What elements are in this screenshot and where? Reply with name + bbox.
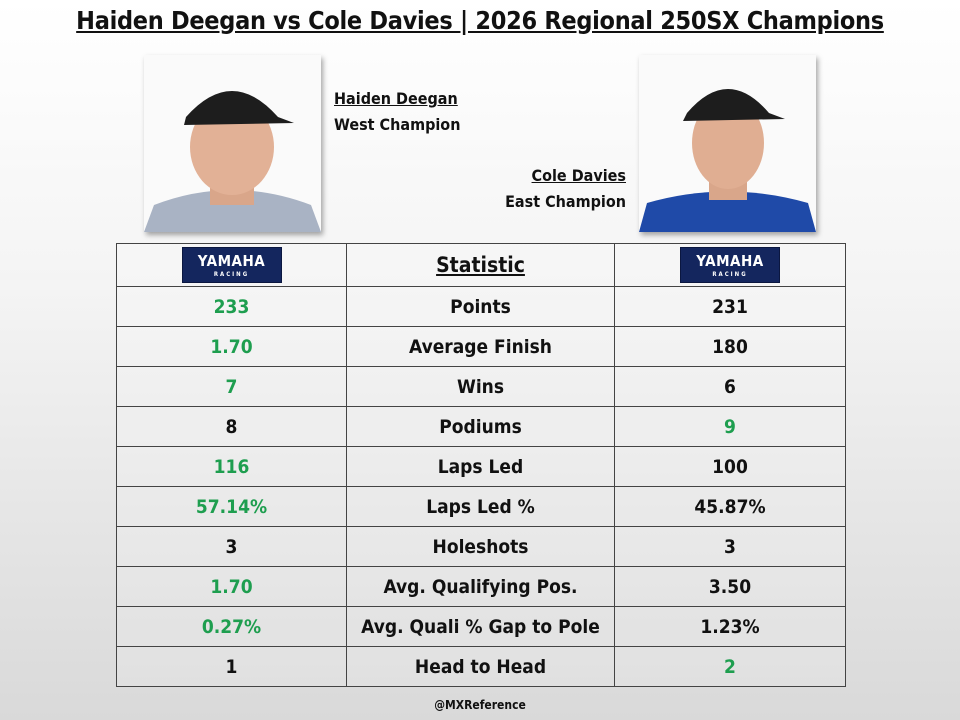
stat-value: 231 [614,286,846,327]
stat-value: 6 [614,366,846,407]
stat-value: 9 [614,406,846,447]
stat-value: 1.23% [614,606,846,647]
stat-value: 3 [614,526,846,567]
stat-label: Laps Led % [346,486,615,527]
stat-label: Average Finish [346,326,615,367]
stat-row: 7 Wins 6 [116,366,846,407]
stat-value: 180 [614,326,846,367]
header-row: YAMAHA RACING Statistic YAMAHA RACING [116,243,846,287]
stat-value: 1.70 [116,566,347,607]
logo-sub: RACING [712,271,748,278]
stat-value: 45.87% [614,486,846,527]
logo-sub: RACING [213,271,250,278]
stat-value: 57.14% [116,486,347,527]
stat-value: 3 [116,526,347,567]
stat-value: 100 [614,446,846,487]
stat-row: 3 Holeshots 3 [116,526,846,567]
logo-brand: YAMAHA [696,252,764,270]
stat-value: 2 [614,646,846,687]
rider-subtitle: West Champion [334,115,461,134]
rider-subtitle: East Champion [505,192,626,211]
stat-row: 0.27% Avg. Quali % Gap to Pole 1.23% [116,606,846,647]
stat-value: 0.27% [116,606,347,647]
team-logo: YAMAHA RACING [680,247,780,283]
stat-value: 8 [116,406,347,447]
rider-photo [144,55,321,232]
logo-cell: YAMAHA RACING [614,243,846,287]
stat-label: Avg. Quali % Gap to Pole [346,606,615,647]
stat-row: 116 Laps Led 100 [116,446,846,487]
stat-value: 7 [116,366,347,407]
stat-label: Holeshots [346,526,615,567]
stat-row: 1.70 Average Finish 180 [116,326,846,367]
rider-name: Cole Davies [531,166,626,185]
stat-label: Avg. Qualifying Pos. [346,566,615,607]
stat-label: Wins [346,366,615,407]
stat-row: 1 Head to Head 2 [116,646,846,687]
stat-row: 233 Points 231 [116,286,846,327]
stat-label: Podiums [346,406,615,447]
stat-value: 233 [116,286,347,327]
stat-label: Head to Head [346,646,615,687]
stat-label: Laps Led [346,446,615,487]
stat-value: 1.70 [116,326,347,367]
title: Haiden Deegan vs Cole Davies | 2026 Regi… [76,6,884,35]
stat-label: Points [346,286,615,327]
rider-name: Haiden Deegan [334,89,458,108]
rider-photo [639,55,816,232]
stats-table: YAMAHA RACING Statistic YAMAHA RACING 233 P… [116,243,846,687]
stat-value: 1 [116,646,347,687]
team-logo: YAMAHA RACING [181,247,282,283]
stat-value: 3.50 [614,566,846,607]
logo-cell: YAMAHA RACING [116,243,347,287]
header-cell: Statistic [346,243,615,287]
stat-row: 1.70 Avg. Qualifying Pos. 3.50 [116,566,846,607]
footer: @MXReference [434,698,526,712]
stat-row: 8 Podiums 9 [116,406,846,447]
stat-value: 116 [116,446,347,487]
stat-row: 57.14% Laps Led % 45.87% [116,486,846,527]
logo-brand: YAMAHA [197,252,266,270]
